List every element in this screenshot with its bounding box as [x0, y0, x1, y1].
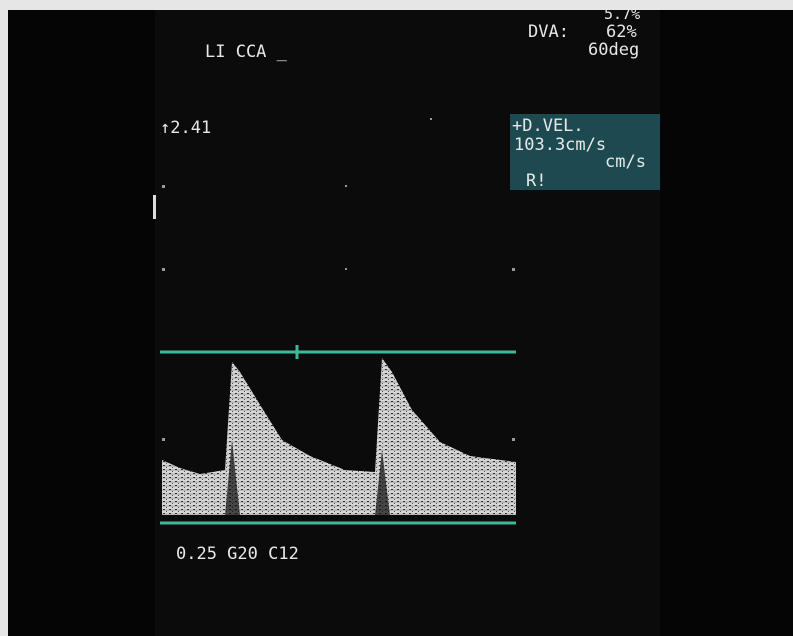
measure-unit: cm/s [605, 152, 646, 172]
footer-settings: 0.25 G20 C12 [176, 544, 299, 564]
angle: 60deg [588, 40, 639, 60]
measure-box [510, 114, 660, 190]
measure-flag: R! [526, 171, 546, 191]
measure-value: 103.3cm/s [514, 135, 606, 155]
panel [155, 10, 660, 636]
scale-max: ↑2.41 [160, 118, 211, 138]
grid-dots [162, 118, 515, 441]
location: LI CCA _ [205, 42, 288, 62]
dva-value: 62% [606, 22, 637, 42]
marker [153, 195, 156, 219]
top-cut: 5.7% [604, 5, 640, 23]
doppler-waveform [162, 358, 516, 515]
dva-label: DVA: [528, 22, 569, 42]
measure-label: +D.VEL. [512, 116, 584, 136]
